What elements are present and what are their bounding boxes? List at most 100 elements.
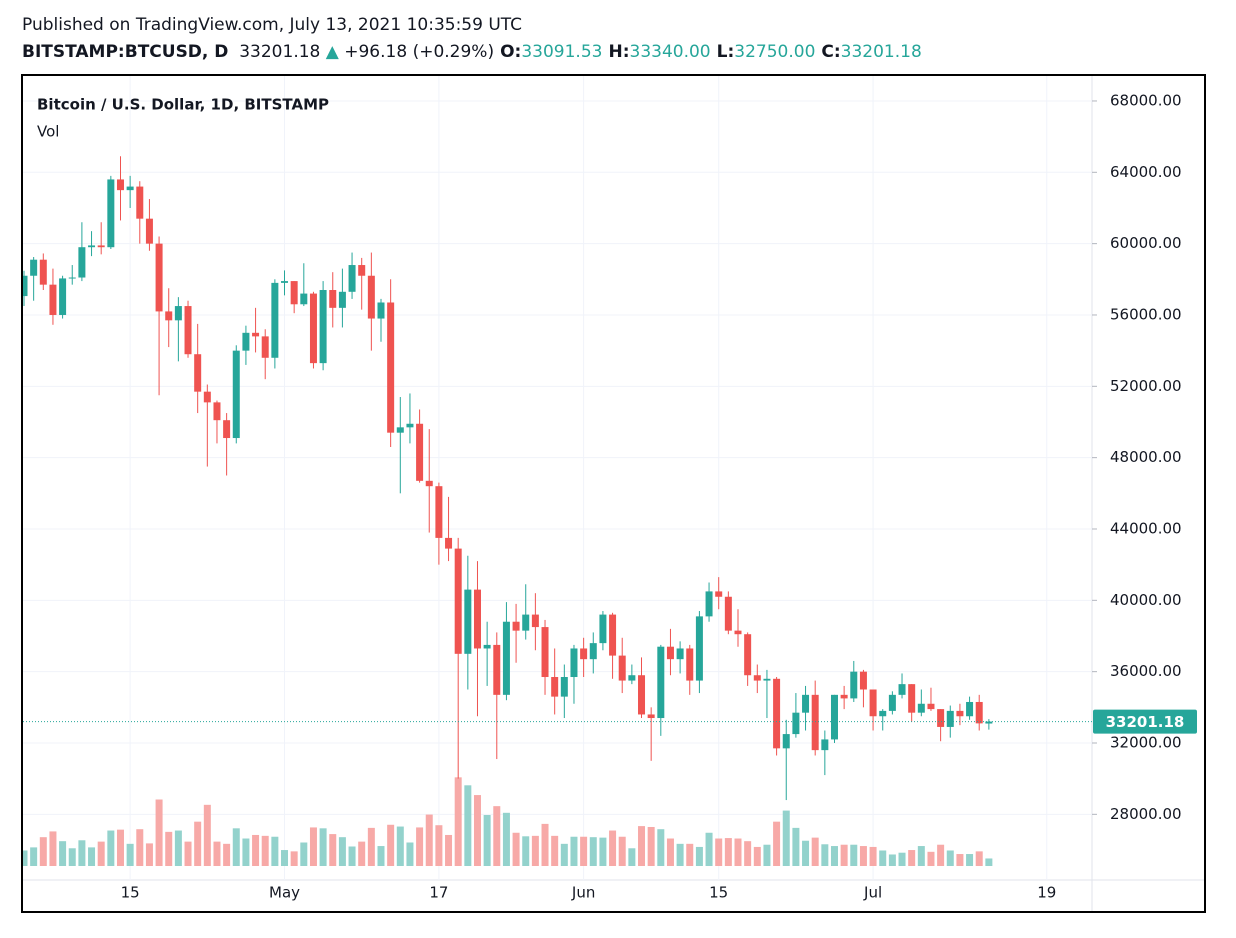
candle-body xyxy=(792,712,800,735)
last-price-tag xyxy=(1093,709,1197,734)
candle-body xyxy=(88,245,96,248)
volume-bar xyxy=(213,841,221,866)
candle-body xyxy=(184,306,192,355)
volume-bar xyxy=(116,829,124,866)
volume-bar xyxy=(242,838,250,866)
y-tick-label: 28000.00 xyxy=(1110,805,1182,823)
candle-body xyxy=(589,643,597,660)
volume-bar xyxy=(155,799,163,866)
volume-bar xyxy=(377,846,385,866)
candle-body xyxy=(531,614,539,628)
volume-bar xyxy=(715,838,723,866)
volume-bar xyxy=(869,846,877,866)
candle-body xyxy=(840,694,848,699)
candle-body xyxy=(975,701,983,724)
ohlc-label: O: xyxy=(500,42,522,62)
volume-bar xyxy=(126,843,134,866)
candle-body xyxy=(329,290,337,308)
volume-bar xyxy=(107,830,115,866)
volume-bar xyxy=(927,851,935,866)
y-tick-label: 32000.00 xyxy=(1110,733,1182,751)
candle-body xyxy=(821,739,829,751)
volume-bar xyxy=(309,827,317,866)
candle-body xyxy=(830,694,838,740)
volume-bar xyxy=(97,841,105,866)
x-tick-label: May xyxy=(269,884,300,902)
y-tick-label: 56000.00 xyxy=(1110,305,1182,323)
candle-body xyxy=(647,714,655,719)
legend-title: Bitcoin / U.S. Dollar, 1D, BITSTAMP xyxy=(37,96,329,114)
ohlc-value: 33091.53 xyxy=(521,42,603,62)
quote-line: BITSTAMP:BTCUSD, D 33201.18 ▲ +96.18 (+0… xyxy=(22,39,922,66)
y-tick-label: 36000.00 xyxy=(1110,662,1182,680)
ohlc-label: C: xyxy=(821,42,841,62)
candle-body xyxy=(155,243,163,312)
volume-bar xyxy=(859,846,867,866)
candle-body xyxy=(628,675,636,681)
candle-body xyxy=(917,703,925,713)
volume-bar xyxy=(78,840,86,866)
y-tick-label: 44000.00 xyxy=(1110,519,1182,537)
volume-bar xyxy=(840,844,848,866)
volume-bar xyxy=(705,832,713,866)
candle-body xyxy=(396,427,404,433)
candle-body xyxy=(850,671,858,699)
volume-bar xyxy=(821,844,829,866)
volume-bar xyxy=(39,837,47,866)
x-tick-label: 15 xyxy=(121,884,140,902)
volume-bar xyxy=(811,837,819,866)
candle-body xyxy=(165,311,173,321)
volume-bar xyxy=(512,832,520,866)
candle-body xyxy=(859,671,867,690)
volume-bar xyxy=(753,846,761,866)
candle-body xyxy=(869,689,877,717)
volume-bar xyxy=(985,858,993,866)
volume-bar xyxy=(830,846,838,866)
volume-bar xyxy=(879,850,887,866)
candle-body xyxy=(618,655,626,681)
volume-bar xyxy=(647,826,655,866)
ohlc-label: H: xyxy=(608,42,630,62)
candle-body xyxy=(213,402,221,421)
candle-body xyxy=(773,678,781,749)
candle-body xyxy=(271,282,279,358)
candle-body xyxy=(493,644,501,695)
candle-body xyxy=(387,302,395,433)
candle-body xyxy=(358,265,366,276)
volume-bar xyxy=(396,826,404,866)
volume-bar xyxy=(773,821,781,866)
candle-body xyxy=(908,684,916,713)
volume-bar xyxy=(49,831,57,866)
volume-bar xyxy=(937,844,945,866)
candle-body xyxy=(290,281,298,305)
volume-bar xyxy=(290,851,298,866)
candle-body xyxy=(473,589,481,649)
volume-bar xyxy=(174,830,182,866)
candle-body xyxy=(425,480,433,487)
volume-bar xyxy=(184,841,192,866)
candle-body xyxy=(666,646,674,660)
volume-bar xyxy=(589,837,597,866)
volume-bar xyxy=(724,838,732,866)
candle-body xyxy=(78,247,86,278)
candle-body xyxy=(898,684,906,695)
volume-bar xyxy=(387,824,395,866)
candle-body xyxy=(30,259,38,276)
candle-body xyxy=(609,614,617,656)
y-tick-label: 52000.00 xyxy=(1110,377,1182,395)
volume-bar xyxy=(145,843,153,866)
candle-body xyxy=(68,277,76,279)
x-tick-label: 17 xyxy=(429,884,448,902)
candle-body xyxy=(927,703,935,710)
candle-body xyxy=(23,275,28,297)
candle-body xyxy=(261,336,269,358)
candle-body xyxy=(464,589,472,654)
ohlc-label: L: xyxy=(716,42,735,62)
volume-bar xyxy=(165,831,173,866)
volume-bar xyxy=(348,846,356,866)
volume-bar xyxy=(975,851,983,866)
volume-bar xyxy=(599,837,607,866)
candle-body xyxy=(782,734,790,749)
volume-bar xyxy=(609,830,617,866)
